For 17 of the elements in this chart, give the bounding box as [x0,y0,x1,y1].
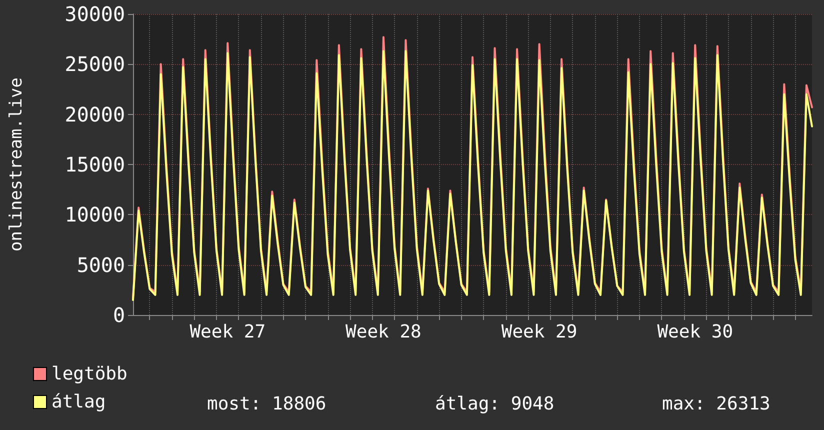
y-tick-label: 15000 [64,152,125,176]
text: most: 18806 [207,394,326,414]
x-tick-label: Week 29 [501,322,578,342]
legend-label: átlag [52,392,106,412]
y-tick-label: 20000 [64,102,125,126]
y-tick-label: 25000 [64,52,125,76]
text: átlag: 9048 [435,394,554,414]
y-tick-label: 30000 [64,2,125,26]
x-tick-label: Week 28 [346,322,422,342]
text: max: 26313 [662,394,770,414]
legend-label: legtöbb [52,364,128,384]
x-tick-label: Week 27 [190,322,266,342]
y-tick-label: 5000 [76,252,125,277]
x-tick-label: Week 30 [657,322,734,342]
y-tick-label: 0 [112,303,125,327]
y-tick-label: 10000 [64,202,125,227]
y-axis-title: onlinestream.live [6,78,26,252]
